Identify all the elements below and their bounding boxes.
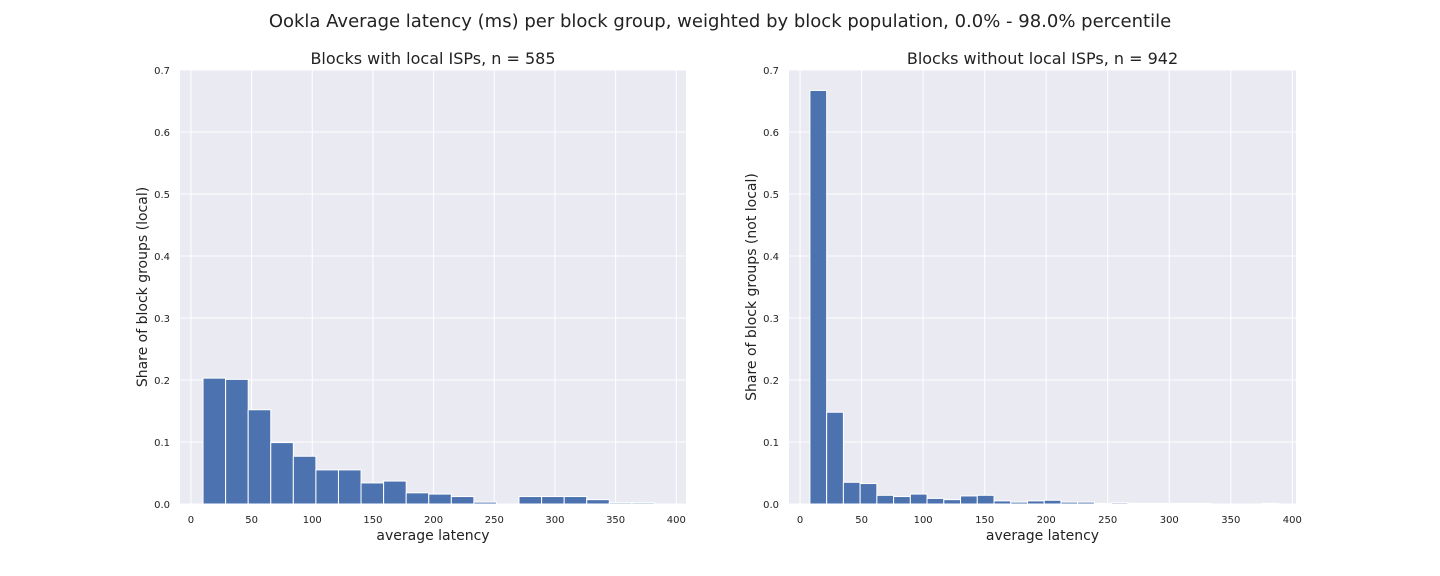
histogram-local: 0 50 100 150 200 250 300 350 400 0.0 0.1 0.2 0.3 0.4… bbox=[135, 49, 686, 544]
bar-not-local-7 bbox=[926, 497, 945, 505]
bar-not-local-8 bbox=[943, 499, 962, 505]
x-tick-label-local: 200 bbox=[424, 515, 443, 526]
x-tick-labels-not-local: 0 50 100 150 200 250 300 350 400 bbox=[797, 515, 1302, 526]
y-tick-labels-local: 0.0 0.1 0.2 0.3 0.4 0.5 0.6 0.7 bbox=[154, 66, 170, 511]
y-tick-label-local: 0.7 bbox=[154, 66, 170, 77]
bar-local-2 bbox=[247, 409, 272, 505]
x-axis-label-not-local: average latency bbox=[986, 528, 1099, 544]
bar-local-16 bbox=[563, 496, 588, 505]
bar-local-9 bbox=[405, 492, 430, 505]
gridlines-not-local bbox=[789, 69, 1296, 505]
x-tick-labels-local: 0 50 100 150 200 250 300 350 400 bbox=[188, 515, 686, 526]
y-tick-label-not-local: 0.6 bbox=[763, 128, 779, 139]
bar-local-11 bbox=[450, 496, 475, 505]
y-tick-label-local: 0.2 bbox=[154, 376, 170, 387]
bar-not-local-2 bbox=[842, 481, 861, 505]
chart-title-not-local: Blocks without local ISPs, n = 942 bbox=[907, 49, 1178, 68]
bar-not-local-12 bbox=[1010, 501, 1028, 505]
bars-not-local bbox=[809, 89, 1280, 505]
bar-not-local-17 bbox=[1093, 502, 1112, 505]
bar-local-7 bbox=[360, 482, 385, 505]
bar-not-local-13 bbox=[1026, 500, 1045, 505]
y-tick-label-not-local: 0.7 bbox=[763, 66, 779, 77]
bar-not-local-23 bbox=[1194, 502, 1213, 505]
plot-area-not-local bbox=[789, 70, 1296, 504]
y-tick-label-local: 0.1 bbox=[154, 438, 170, 449]
bar-not-local-27 bbox=[1261, 502, 1280, 505]
bar-not-local-5 bbox=[893, 496, 911, 505]
bar-not-local-21 bbox=[1160, 502, 1179, 505]
bar-not-local-10 bbox=[976, 494, 995, 505]
y-tick-label-not-local: 0.5 bbox=[763, 190, 779, 201]
x-tick-label-not-local: 300 bbox=[1160, 515, 1179, 526]
x-tick-label-local: 350 bbox=[606, 515, 625, 526]
bar-local-19 bbox=[631, 502, 655, 505]
bar-local-4 bbox=[292, 455, 317, 505]
y-axis-label-local: Share of block groups (local) bbox=[135, 187, 151, 387]
bar-not-local-19 bbox=[1127, 502, 1146, 505]
y-tick-label-local: 0.4 bbox=[154, 252, 170, 263]
bar-local-5 bbox=[315, 469, 339, 505]
y-tick-label-not-local: 0.3 bbox=[763, 314, 779, 325]
y-tick-label-not-local: 0.0 bbox=[763, 500, 779, 511]
y-tick-label-not-local: 0.4 bbox=[763, 252, 779, 263]
bar-not-local-9 bbox=[960, 495, 978, 505]
x-tick-label-not-local: 200 bbox=[1037, 515, 1056, 526]
y-axis-label-not-local: Share of block groups (not local) bbox=[744, 173, 760, 401]
bar-not-local-20 bbox=[1144, 502, 1162, 505]
x-tick-label-not-local: 150 bbox=[975, 515, 994, 526]
y-tick-label-not-local: 0.1 bbox=[763, 438, 779, 449]
bar-not-local-1 bbox=[826, 411, 844, 505]
bar-local-6 bbox=[337, 469, 362, 505]
x-tick-label-local: 150 bbox=[363, 515, 382, 526]
bar-local-17 bbox=[586, 499, 610, 505]
x-tick-label-local: 50 bbox=[245, 515, 258, 526]
y-tick-label-local: 0.5 bbox=[154, 190, 170, 201]
y-tick-label-not-local: 0.2 bbox=[763, 376, 779, 387]
y-tick-label-local: 0.0 bbox=[154, 500, 170, 511]
x-tick-label-not-local: 350 bbox=[1221, 515, 1240, 526]
bar-local-14 bbox=[518, 496, 543, 505]
histogram-not-local: 0 50 100 150 200 250 300 350 400 0.0 0.1 0.2 0.3 0.4… bbox=[744, 49, 1302, 544]
bar-not-local-14 bbox=[1043, 499, 1062, 505]
bars-local bbox=[202, 377, 655, 505]
x-axis-label-local: average latency bbox=[376, 528, 489, 544]
x-tick-label-local: 400 bbox=[667, 515, 686, 526]
chart-title-local: Blocks with local ISPs, n = 585 bbox=[310, 49, 555, 68]
bar-local-8 bbox=[383, 480, 407, 505]
x-tick-label-local: 0 bbox=[188, 515, 194, 526]
bar-not-local-0 bbox=[809, 89, 828, 505]
y-tick-labels-not-local: 0.0 0.1 0.2 0.3 0.4 0.5 0.6 0.7 bbox=[763, 66, 779, 511]
x-tick-label-not-local: 100 bbox=[914, 515, 933, 526]
bar-not-local-16 bbox=[1077, 501, 1095, 505]
bar-not-local-22 bbox=[1177, 502, 1196, 505]
bar-local-0 bbox=[202, 377, 227, 505]
bar-not-local-3 bbox=[859, 483, 878, 505]
x-tick-label-not-local: 50 bbox=[855, 515, 868, 526]
y-tick-label-local: 0.3 bbox=[154, 314, 170, 325]
x-tick-label-not-local: 400 bbox=[1283, 515, 1302, 526]
bar-not-local-18 bbox=[1110, 502, 1129, 505]
x-tick-label-not-local: 0 bbox=[797, 515, 803, 526]
bar-local-18 bbox=[608, 502, 633, 505]
bar-local-1 bbox=[225, 378, 249, 505]
bar-not-local-11 bbox=[993, 500, 1012, 505]
bar-local-10 bbox=[428, 493, 452, 505]
bar-local-3 bbox=[270, 442, 294, 505]
bar-not-local-15 bbox=[1060, 501, 1079, 505]
x-tick-label-local: 100 bbox=[303, 515, 322, 526]
x-tick-label-local: 300 bbox=[545, 515, 564, 526]
figure-title: Ookla Average latency (ms) per block gro… bbox=[269, 11, 1171, 32]
bar-not-local-4 bbox=[876, 494, 895, 505]
bar-local-12 bbox=[473, 501, 497, 505]
x-tick-label-not-local: 250 bbox=[1098, 515, 1117, 526]
y-tick-label-local: 0.6 bbox=[154, 128, 170, 139]
bar-local-15 bbox=[541, 496, 565, 505]
x-tick-label-local: 250 bbox=[485, 515, 504, 526]
bar-not-local-6 bbox=[909, 493, 928, 505]
